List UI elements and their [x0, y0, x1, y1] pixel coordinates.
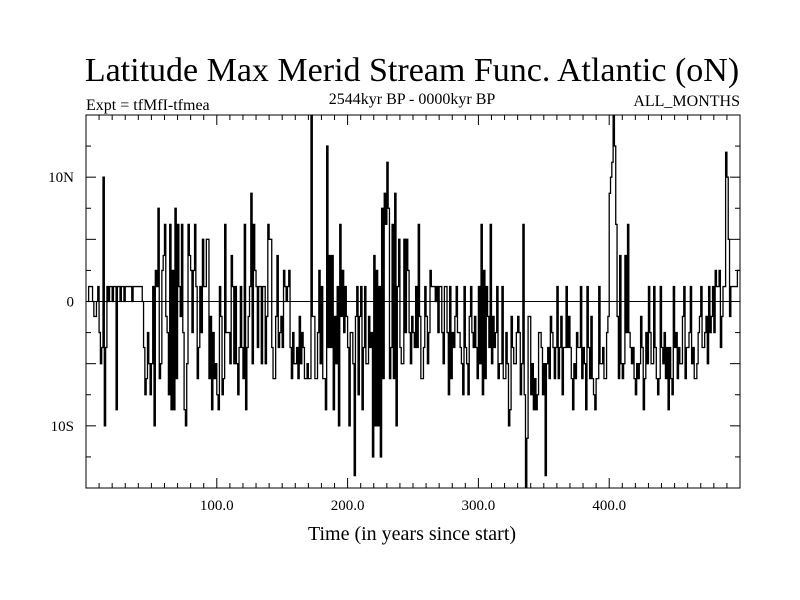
experiment-label: Expt = tfMfI-tfmea [86, 97, 210, 114]
x-axis-label: Time (in years since start) [308, 523, 516, 545]
chart-title: Latitude Max Merid Stream Func. Atlantic… [85, 52, 739, 89]
months-label: ALL_MONTHS [633, 93, 740, 110]
data-series-line [87, 115, 740, 488]
y-tick-label: 10N [48, 170, 74, 186]
x-tick-label: 200.0 [331, 498, 365, 514]
y-tick-label: 0 [67, 295, 75, 311]
axis-tick-labels: 100.0 200.0 300.0 400.0 10N 0 10S [48, 170, 626, 514]
y-tick-label: 10S [51, 419, 74, 435]
time-range-label: 2544kyr BP - 0000kyr BP [329, 91, 496, 108]
x-tick-label: 100.0 [200, 498, 234, 514]
x-tick-label: 400.0 [592, 498, 626, 514]
x-tick-label: 300.0 [462, 498, 496, 514]
axis-ticks [86, 115, 740, 488]
